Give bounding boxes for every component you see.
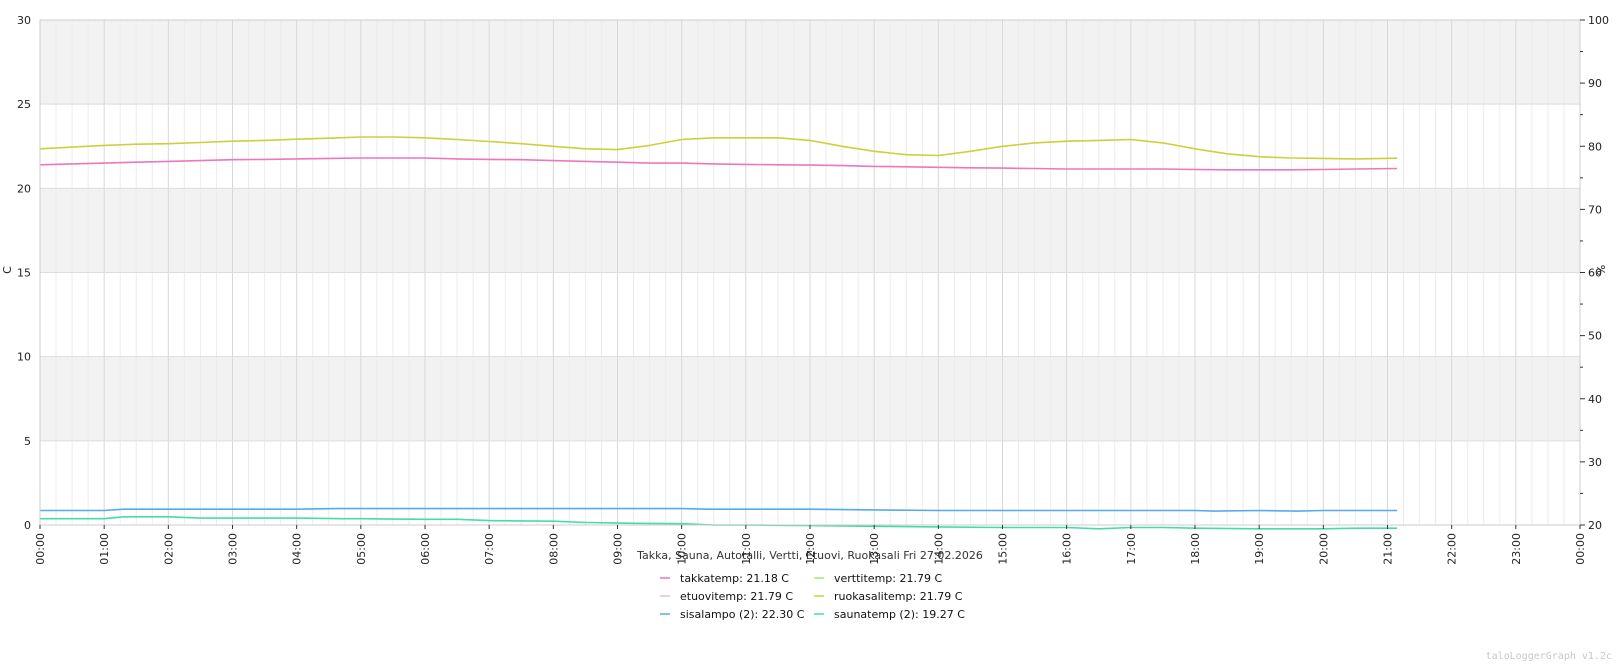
y-axis-label-right: % [1594,265,1607,275]
plot-axes: 0 5 10 15 20 25 30 20 30 40 50 60 70 80 90 100 00:00 01:0… [17,14,1609,565]
x-tick-label: 04:00 [291,533,304,565]
y-axis-label-left: C [1,266,14,274]
x-tick-label: 00:00 [1574,533,1587,565]
y-tick-label-right: 60 [1588,267,1602,280]
series-line [39,157,1398,171]
chart-legend: takkatemp: 21.18 C verttitemp: 21.79 C etu… [660,572,965,621]
y-tick-label-left: 5 [24,435,31,448]
y-tick-label-right: 30 [1588,456,1602,469]
legend-label: verttitemp: 21.79 C [834,572,942,585]
y-tick-label-right: 80 [1588,140,1602,153]
y-tick-label-left: 30 [17,14,31,27]
y-tick-label-right: 90 [1588,77,1602,90]
y-tick-label-left: 20 [17,182,31,195]
x-tick-label: 13:00 [868,533,881,565]
x-tick-label: 00:00 [34,533,47,565]
x-tick-label: 14:00 [932,533,945,565]
x-tick-label: 15:00 [997,533,1010,565]
x-tick-label: 21:00 [1382,533,1395,565]
x-tick-label: 20:00 [1317,533,1330,565]
x-tick-label: 03:00 [227,533,240,565]
x-tick-label: 23:00 [1510,533,1523,565]
x-tick-label: 06:00 [419,533,432,565]
chart-title: Takka, Sauna, Autotalli, Vertti, Etuovi,… [636,549,983,562]
series-lines [39,136,1398,530]
x-tick-label: 18:00 [1189,533,1202,565]
legend-label: ruokasalitemp: 21.79 C [834,590,963,603]
x-tick-label: 11:00 [740,533,753,565]
x-tick-label: 17:00 [1125,533,1138,565]
legend-label: saunatemp (2): 19.27 C [834,608,965,621]
x-tick-label: 08:00 [547,533,560,565]
y-tick-label-left: 10 [17,351,31,364]
legend-label: etuovitemp: 21.79 C [680,590,793,603]
x-tick-label: 02:00 [162,533,175,565]
y-tick-label-right: 40 [1588,393,1602,406]
x-tick-label: 05:00 [355,533,368,565]
y-tick-label-left: 25 [17,98,31,111]
y-tick-label-left: 0 [24,519,31,532]
x-tick-label: 16:00 [1061,533,1074,565]
x-tick-label: 22:00 [1446,533,1459,565]
version-footer: taloLoggerGraph v1.2c [1485,651,1612,662]
legend-label: sisalampo (2): 22.30 C [680,608,805,621]
x-tick-label: 10:00 [676,533,689,565]
x-tick-label: 01:00 [98,533,111,565]
y-tick-label-right: 50 [1588,330,1602,343]
legend-label: takkatemp: 21.18 C [680,572,789,585]
y-tick-label-right: 20 [1588,519,1602,532]
x-tick-label: 12:00 [804,533,817,565]
y-tick-label-right: 100 [1588,14,1609,27]
x-tick-label: 19:00 [1253,533,1266,565]
series-line [40,516,1398,530]
x-tick-label: 07:00 [483,533,496,565]
y-tick-label-right: 70 [1588,203,1602,216]
series-line [39,136,1398,160]
series-line [40,507,1398,512]
plot-gridlines [39,19,1581,526]
y-tick-label-left: 15 [17,267,31,280]
x-tick-label: 09:00 [612,533,625,565]
